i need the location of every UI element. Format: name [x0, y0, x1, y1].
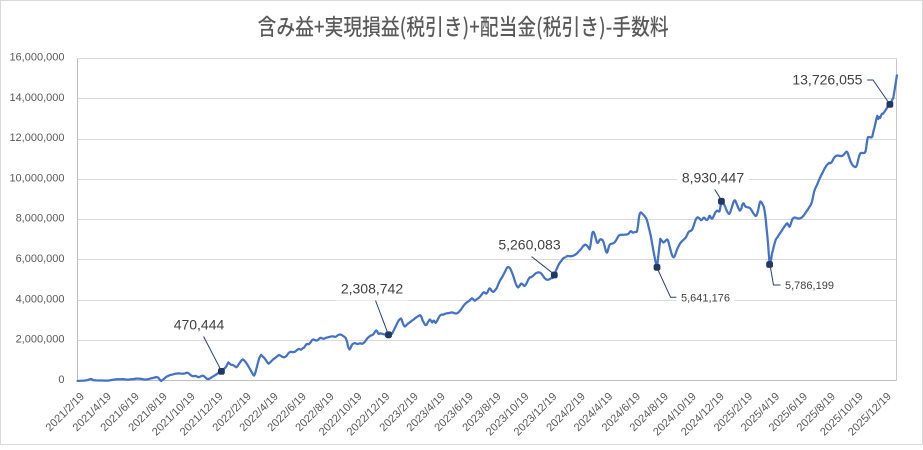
svg-text:2,308,742: 2,308,742 [341, 280, 403, 296]
svg-text:0: 0 [58, 374, 64, 386]
svg-text:8,930,447: 8,930,447 [682, 169, 744, 185]
svg-text:12,000,000: 12,000,000 [9, 132, 64, 144]
svg-text:16,000,000: 16,000,000 [9, 52, 64, 64]
svg-text:5,641,176: 5,641,176 [681, 292, 730, 304]
svg-text:6,000,000: 6,000,000 [16, 253, 65, 265]
svg-text:470,444: 470,444 [174, 316, 225, 332]
svg-text:5,786,199: 5,786,199 [785, 280, 834, 292]
svg-text:2,000,000: 2,000,000 [16, 334, 65, 346]
svg-text:14,000,000: 14,000,000 [9, 92, 64, 104]
svg-text:13,726,055: 13,726,055 [792, 71, 862, 87]
svg-text:8,000,000: 8,000,000 [16, 213, 65, 225]
svg-text:10,000,000: 10,000,000 [9, 172, 64, 184]
svg-text:4,000,000: 4,000,000 [16, 293, 65, 305]
svg-text:5,260,083: 5,260,083 [498, 236, 560, 252]
